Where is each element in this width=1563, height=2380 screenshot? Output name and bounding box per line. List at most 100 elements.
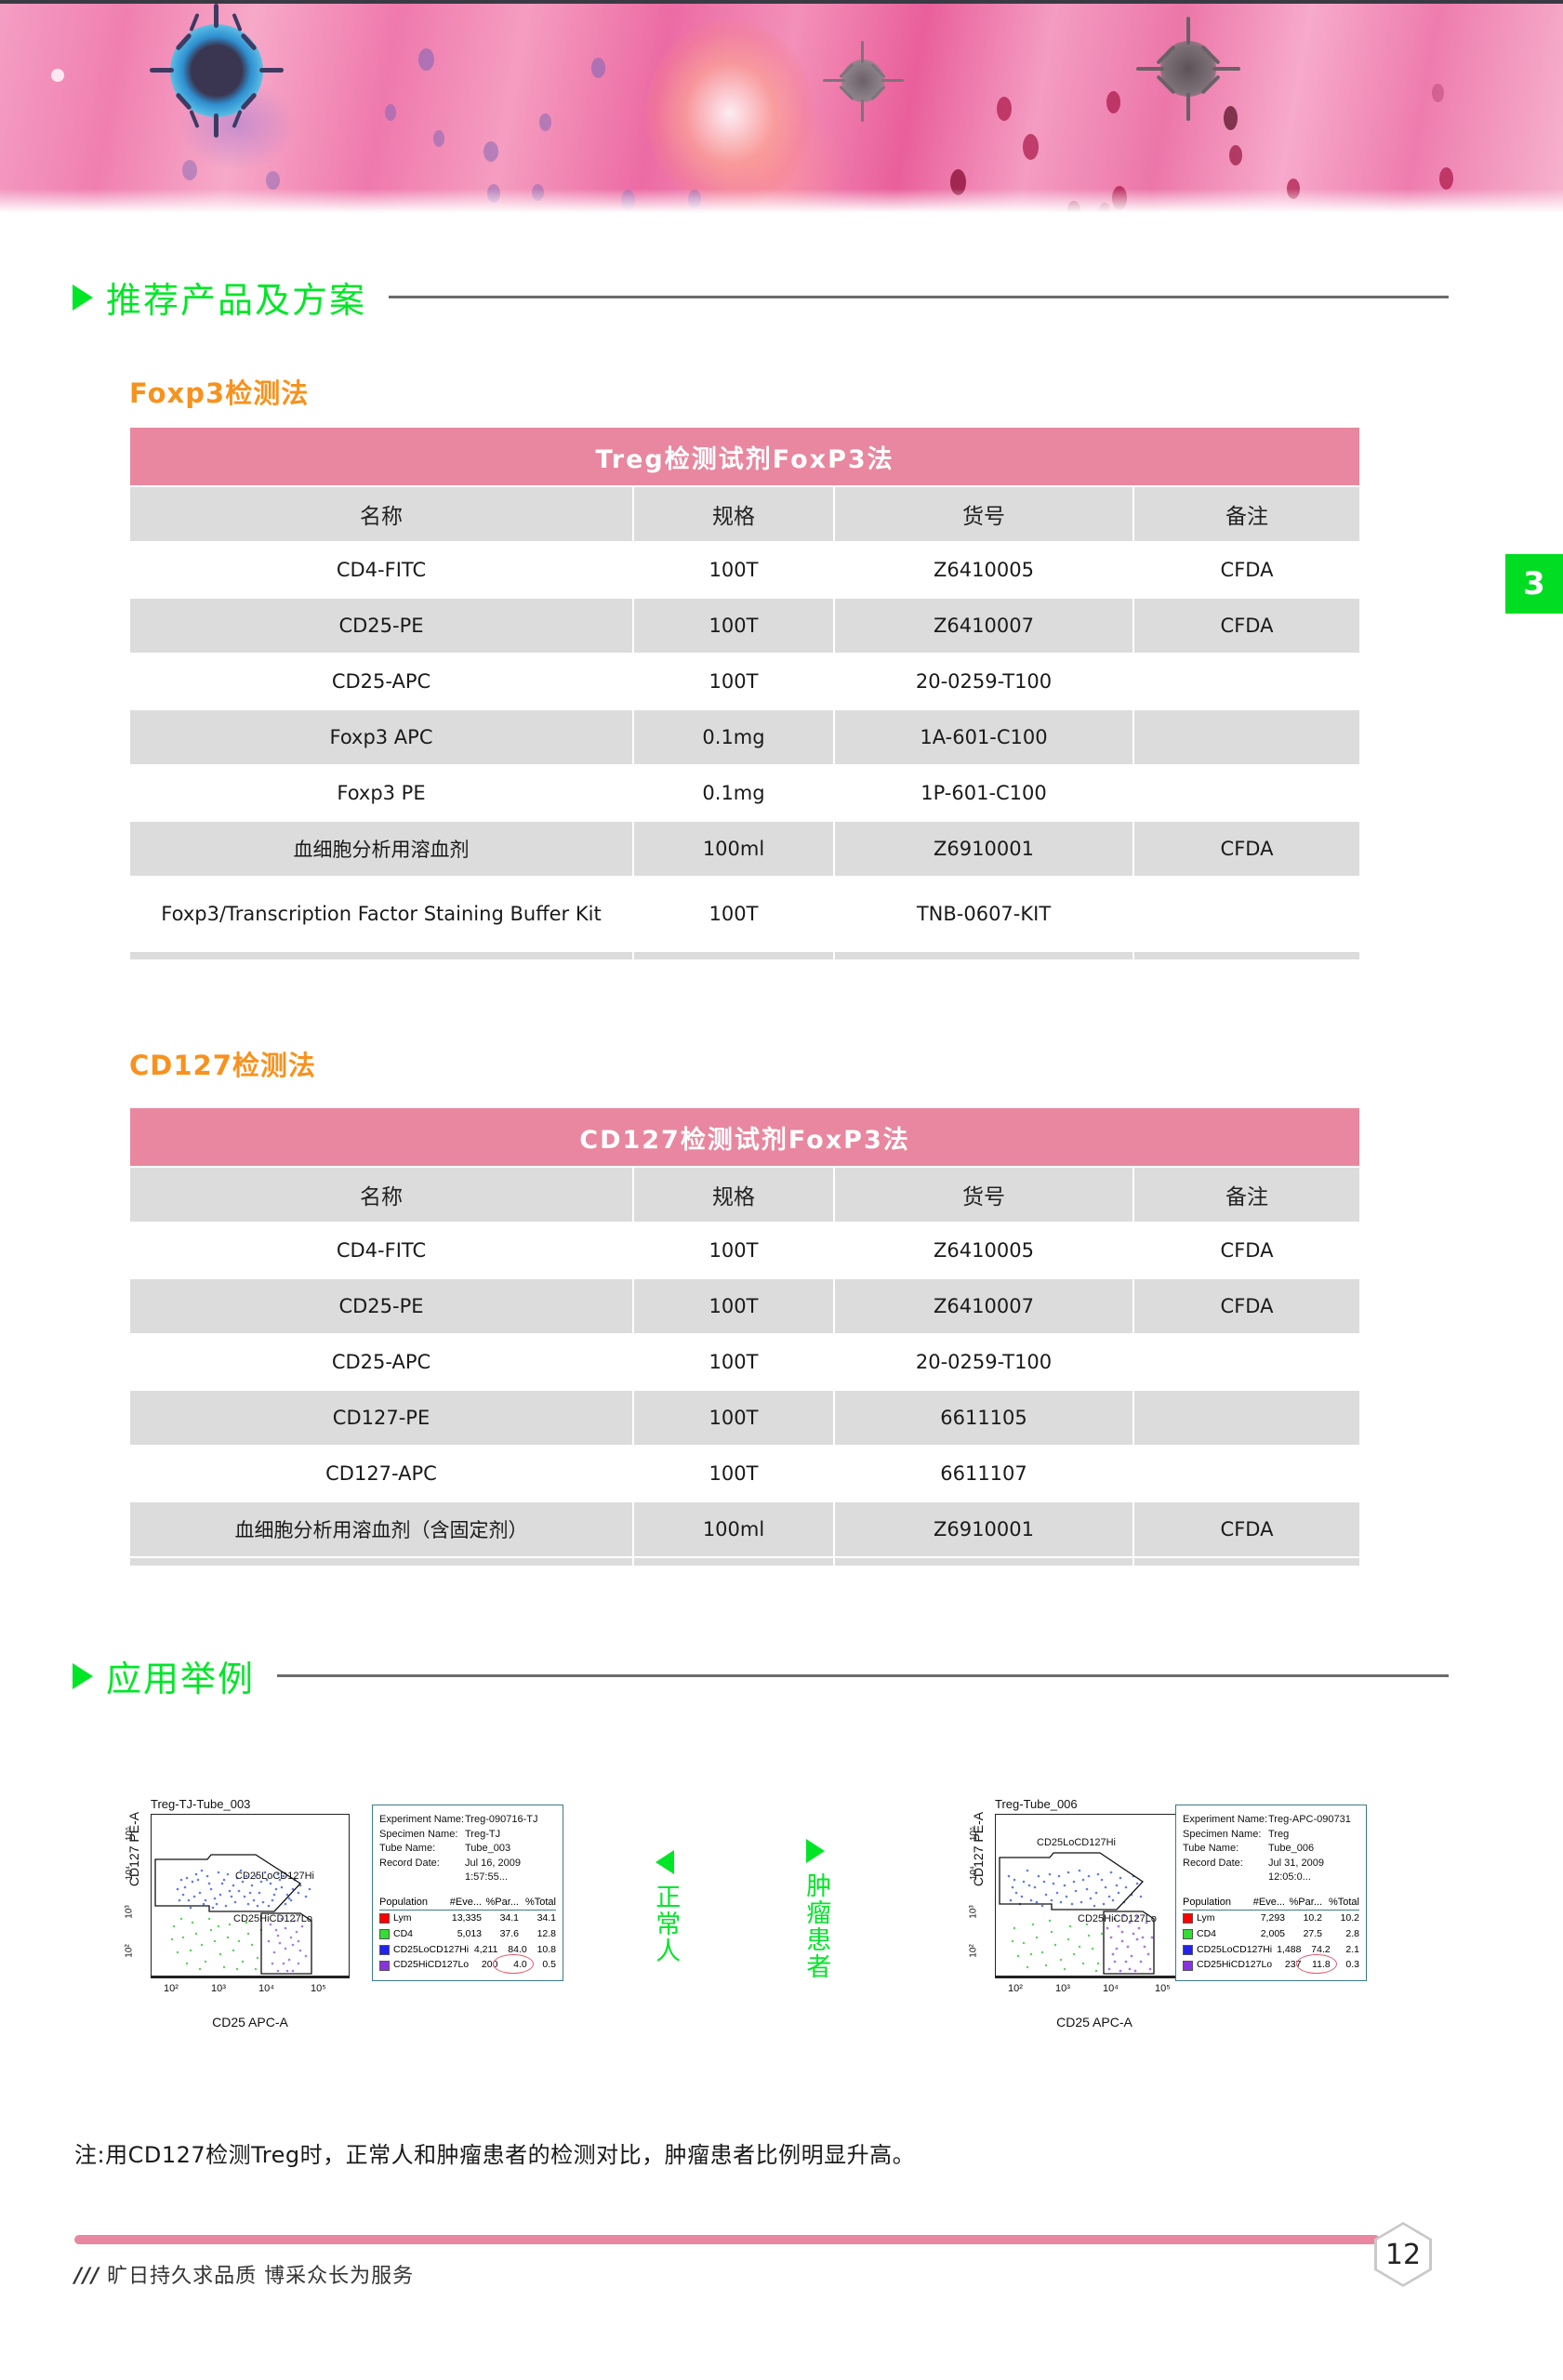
pop-par: 74.2 bbox=[1311, 1943, 1331, 1955]
pop-col-par: %Par... bbox=[485, 1897, 519, 1909]
cell-name: 血细胞分析用溶血剂（含固定剂） bbox=[130, 1502, 632, 1556]
meta-value-record: Jul 31, 2009 12:05:0... bbox=[1268, 1857, 1324, 1884]
meta-value-specimen: Treg bbox=[1268, 1828, 1290, 1840]
cell-spec: 100T bbox=[634, 1223, 833, 1277]
cell-code: 6611105 bbox=[835, 1391, 1133, 1445]
cell-dot bbox=[1432, 84, 1444, 102]
cell-name: CD127-APC bbox=[130, 1447, 632, 1501]
cell-spec: 100ml bbox=[634, 1502, 833, 1556]
x-axis-label: CD25 APC-A bbox=[212, 2015, 288, 2030]
population-row: CD25HiCD127Lo 237 11.8 0.3 bbox=[1183, 1954, 1359, 1975]
meta-key-specimen: Specimen Name: bbox=[379, 1828, 458, 1840]
cell-dot bbox=[1112, 186, 1127, 210]
table-row: CD25-PE 100T Z6410007 CFDA bbox=[130, 1279, 1359, 1333]
cell-dot bbox=[1023, 134, 1039, 160]
pop-name: CD4 bbox=[393, 1927, 414, 1939]
cell-dot bbox=[688, 190, 701, 208]
y-tick: 10³ bbox=[968, 1905, 979, 1919]
cell-dot bbox=[950, 169, 966, 195]
cell-dot bbox=[1067, 201, 1080, 213]
meta-value-tube: Tube_003 bbox=[465, 1843, 511, 1855]
cell-note: CFDA bbox=[1134, 543, 1359, 597]
x-tick: 10² bbox=[1008, 1983, 1023, 1994]
pop-name: CD4 bbox=[1197, 1927, 1217, 1939]
population-row: CD4 2,005 27.5 2.8 bbox=[1183, 1927, 1359, 1942]
table-row: CD25-APC 100T 20-0259-T100 bbox=[130, 654, 1359, 708]
meta-value-record: Jul 16, 2009 1:57:55... bbox=[465, 1857, 521, 1884]
cell-code: Z6410007 bbox=[835, 1279, 1133, 1333]
section-title: 应用举例 bbox=[106, 1659, 256, 1699]
label-normal-person: 正常人 bbox=[651, 1850, 680, 1964]
plot-info-panel-tumor: Experiment Name: Treg-APC-090731 Specimen… bbox=[1175, 1805, 1367, 1981]
header-banner-image bbox=[0, 4, 1563, 213]
meta-key-record: Record Date: bbox=[1183, 1857, 1243, 1869]
meta-value-specimen: Treg-TJ bbox=[465, 1828, 501, 1840]
plot-title: Treg-TJ-Tube_003 bbox=[151, 1797, 251, 1811]
cell-dot bbox=[182, 160, 197, 180]
cell-spec: 0.1mg bbox=[634, 766, 833, 820]
section-number-tab: 3 bbox=[1505, 554, 1563, 614]
pop-col-par: %Par... bbox=[1289, 1897, 1322, 1909]
x-tick: 10⁵ bbox=[1155, 1983, 1171, 1994]
footer-tagline: /// 旷日持久求品质 博采众长为服务 bbox=[74, 2259, 414, 2289]
cell-spec: 100T bbox=[634, 1335, 833, 1389]
pop-col-events: #Eve... bbox=[1252, 1897, 1285, 1909]
cell-dot bbox=[266, 171, 280, 190]
cell-code: Z6910001 bbox=[835, 822, 1133, 876]
scatter-plot-normal: Treg-TJ-Tube_003 CD127 PE-A 10⁵ 10⁴ 10³ … bbox=[102, 1797, 364, 2033]
cell-code: 1A-601-C100 bbox=[835, 710, 1133, 764]
y-axis-label: CD127 PE-A bbox=[126, 1811, 141, 1887]
figure-note: 注:用CD127检测Treg时，正常人和肿瘤患者的检测对比，肿瘤患者比例明显升高… bbox=[74, 2142, 916, 2168]
cell-spec: 100T bbox=[634, 878, 833, 950]
legend-swatch-cd25hi bbox=[1183, 1960, 1193, 1971]
plot-frame: CD25LoCD127Hi CD25HiCD127Lo bbox=[995, 1814, 1194, 1977]
table-row: CD127-PE 100T 6611105 bbox=[130, 1391, 1359, 1445]
cell-note bbox=[1134, 766, 1359, 820]
pop-name: CD25LoCD127Hi bbox=[1197, 1943, 1273, 1955]
cell-note: CFDA bbox=[1134, 1279, 1359, 1333]
cell-dot bbox=[418, 48, 434, 71]
heading-rule bbox=[277, 1674, 1449, 1677]
cell-note: CFDA bbox=[1134, 1223, 1359, 1277]
cell-name: Foxp3 APC bbox=[130, 710, 632, 764]
pop-par-highlighted: 11.8 bbox=[1296, 1954, 1338, 1975]
population-row: CD25LoCD127Hi 1,488 74.2 2.1 bbox=[1183, 1943, 1359, 1958]
pop-total: 34.1 bbox=[536, 1912, 556, 1924]
pop-total: 12.8 bbox=[536, 1927, 556, 1939]
population-row: CD25HiCD127Lo 200 4.0 0.5 bbox=[379, 1954, 556, 1975]
y-axis-label: CD127 PE-A bbox=[971, 1811, 986, 1887]
pop-col-events: #Eve... bbox=[449, 1897, 482, 1909]
table-foxp3-reagents: Treg检测试剂FoxP3法 名称 规格 货号 备注 CD4-FITC 100T… bbox=[128, 426, 1361, 961]
table-row: Foxp3 PE 0.1mg 1P-601-C100 bbox=[130, 766, 1359, 820]
cell-name: 血细胞分析用溶血剂 bbox=[130, 822, 632, 876]
cell-dot bbox=[1224, 106, 1238, 130]
cell-code: Z6410005 bbox=[835, 1223, 1133, 1277]
population-table-header: Population #Eve... %Par... %Total bbox=[379, 1897, 556, 1911]
legend-swatch-cd4 bbox=[379, 1929, 390, 1940]
cell-spec: 100T bbox=[634, 1391, 833, 1445]
x-tick: 10² bbox=[164, 1983, 179, 1994]
cell-dot bbox=[483, 141, 498, 162]
flow-figure-tumor: Treg-Tube_006 CD127 PE-A 10⁵ 10⁴ 10³ 10² bbox=[947, 1797, 1367, 2033]
subheading-foxp3: Foxp3检测法 bbox=[129, 377, 310, 409]
table-row: CD127-APC 100T 6611107 bbox=[130, 1447, 1359, 1501]
green-triangle-icon bbox=[73, 1662, 93, 1689]
x-tick: 10⁴ bbox=[1103, 1983, 1119, 1994]
flow-figure-normal: Treg-TJ-Tube_003 CD127 PE-A 10⁵ 10⁴ 10³ … bbox=[102, 1797, 563, 2033]
pop-par: 37.6 bbox=[499, 1927, 519, 1939]
experiment-metadata: Experiment Name: Treg-090716-TJ Specimen … bbox=[379, 1813, 556, 1885]
label-text: 肿瘤患者 bbox=[801, 1872, 831, 1980]
pop-total: 2.1 bbox=[1345, 1943, 1360, 1955]
population-row: CD25LoCD127Hi 4,211 84.0 10.8 bbox=[379, 1943, 556, 1958]
cell-code: 20-0259-T100 bbox=[835, 654, 1133, 708]
cell-name: Foxp3/Transcription Factor Staining Buff… bbox=[130, 878, 632, 950]
gate-label-cd25hi: CD25HiCD127Lo bbox=[1078, 1913, 1157, 1924]
column-header-spec: 规格 bbox=[634, 487, 833, 541]
cell-note: CFDA bbox=[1134, 599, 1359, 653]
population-row: Lym 13,335 34.1 34.1 bbox=[379, 1911, 556, 1926]
x-tick: 10⁴ bbox=[258, 1983, 274, 1994]
pop-name: CD25HiCD127Lo bbox=[393, 1959, 470, 1971]
cell-name: CD25-PE bbox=[130, 599, 632, 653]
meta-value-experiment: Treg-090716-TJ bbox=[465, 1814, 538, 1825]
cell-spec: 100ml bbox=[634, 822, 833, 876]
